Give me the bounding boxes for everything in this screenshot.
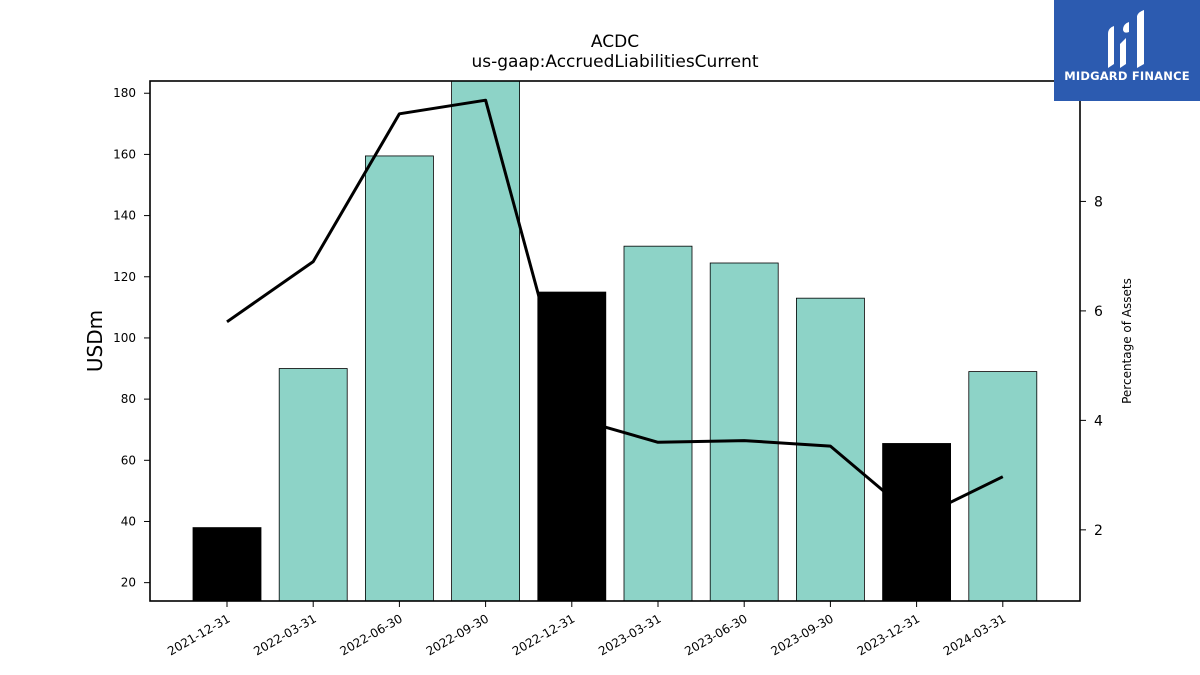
y2-axis-label: Percentage of Assets bbox=[1120, 278, 1134, 404]
bar-2023-09-30 bbox=[796, 297, 865, 602]
bar-2022-12-31 bbox=[537, 291, 607, 602]
x-tick-label-2023-03-31: 2023-03-31 bbox=[596, 611, 663, 658]
y-tick-label-60: 60 bbox=[121, 453, 136, 467]
bar-2022-09-30 bbox=[451, 80, 521, 602]
logo-mark-icon bbox=[1108, 10, 1144, 68]
bar-2023-03-31 bbox=[623, 245, 693, 602]
y2-tick-label-6: 6 bbox=[1094, 304, 1103, 320]
y-axis-label: USDm bbox=[83, 310, 107, 372]
bar-2023-12-31 bbox=[882, 443, 951, 602]
y-tick-label-140: 140 bbox=[113, 209, 136, 223]
y-tick-label-120: 120 bbox=[113, 270, 136, 284]
x-tick-label-2022-03-31: 2022-03-31 bbox=[251, 611, 318, 658]
y-tick-label-80: 80 bbox=[121, 392, 136, 406]
bar-2023-06-30 bbox=[709, 262, 779, 602]
y-tick-label-100: 100 bbox=[113, 331, 136, 345]
x-tick-label-2023-06-30: 2023-06-30 bbox=[682, 611, 749, 658]
x-tick-label-2023-09-30: 2023-09-30 bbox=[768, 611, 835, 658]
x-tick-label-2024-03-31: 2024-03-31 bbox=[941, 611, 1008, 658]
x-tick-label-2022-06-30: 2022-06-30 bbox=[337, 611, 404, 658]
y-tick-label-40: 40 bbox=[121, 514, 136, 528]
plot-frame bbox=[149, 80, 1081, 602]
bar-2022-06-30 bbox=[364, 155, 434, 602]
brand-logo: MIDGARD FINANCE bbox=[1054, 0, 1200, 101]
y-tick-label-160: 160 bbox=[113, 147, 136, 161]
chart-title: ACDC bbox=[590, 32, 640, 52]
y2-tick-label-4: 4 bbox=[1094, 413, 1103, 429]
x-tick-label-2022-09-30: 2022-09-30 bbox=[424, 611, 491, 658]
bar-2024-03-31 bbox=[968, 371, 1038, 602]
bar-2021-12-31 bbox=[192, 527, 262, 602]
x-tick-label-2023-12-31: 2023-12-31 bbox=[855, 611, 922, 658]
chart-subtitle: us-gaap:AccruedLiabilitiesCurrent bbox=[471, 52, 759, 72]
y2-tick-label-8: 8 bbox=[1094, 194, 1103, 210]
series-line-percentage bbox=[226, 98, 1004, 521]
y-tick-label-20: 20 bbox=[121, 576, 136, 590]
x-tick-label-2022-12-31: 2022-12-31 bbox=[510, 611, 577, 658]
y2-tick-label-2: 2 bbox=[1094, 523, 1103, 539]
logo-text: MIDGARD FINANCE bbox=[1064, 69, 1190, 83]
bar-2022-03-31 bbox=[278, 368, 348, 602]
x-tick-label-2021-12-31: 2021-12-31 bbox=[165, 611, 232, 658]
y-tick-label-180: 180 bbox=[113, 86, 136, 100]
